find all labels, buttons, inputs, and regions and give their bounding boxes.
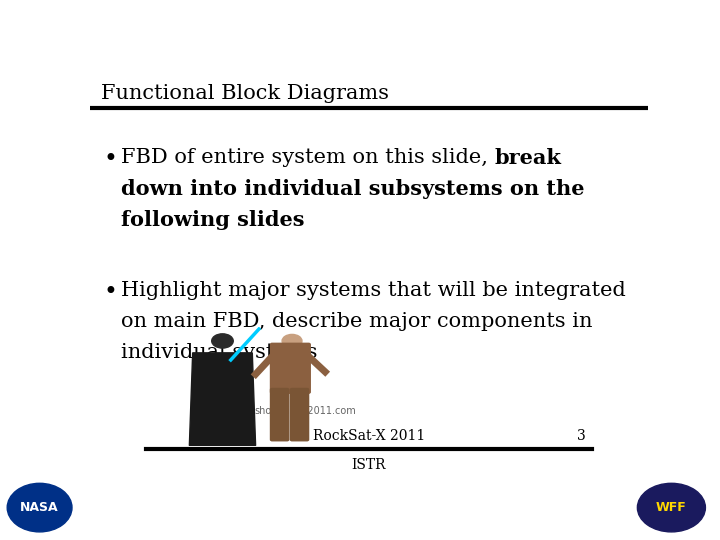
Text: break: break	[494, 148, 561, 168]
Text: Functional Block Diagrams: Functional Block Diagrams	[101, 84, 389, 103]
Text: NASA: NASA	[20, 501, 59, 514]
FancyBboxPatch shape	[271, 343, 310, 393]
Text: following slides: following slides	[121, 210, 304, 231]
Circle shape	[7, 483, 72, 532]
Circle shape	[637, 483, 706, 532]
Text: WFF: WFF	[656, 501, 687, 514]
Ellipse shape	[282, 334, 302, 348]
FancyBboxPatch shape	[290, 388, 309, 441]
Text: shoponline2011.com: shoponline2011.com	[255, 406, 356, 416]
Polygon shape	[189, 353, 256, 446]
Text: on main FBD, describe major components in: on main FBD, describe major components i…	[121, 312, 592, 331]
Ellipse shape	[212, 334, 233, 348]
Text: Highlight major systems that will be integrated: Highlight major systems that will be int…	[121, 281, 626, 300]
Text: ISTR: ISTR	[352, 458, 386, 472]
FancyBboxPatch shape	[271, 388, 289, 441]
Text: 3: 3	[577, 429, 585, 443]
Text: down into individual subsystems on the: down into individual subsystems on the	[121, 179, 584, 199]
Text: individual systems: individual systems	[121, 343, 318, 362]
Text: •: •	[104, 148, 118, 171]
Text: FBD of entire system on this slide,: FBD of entire system on this slide,	[121, 148, 494, 167]
Text: •: •	[104, 281, 118, 304]
Text: RockSat-X 2011: RockSat-X 2011	[313, 429, 425, 443]
